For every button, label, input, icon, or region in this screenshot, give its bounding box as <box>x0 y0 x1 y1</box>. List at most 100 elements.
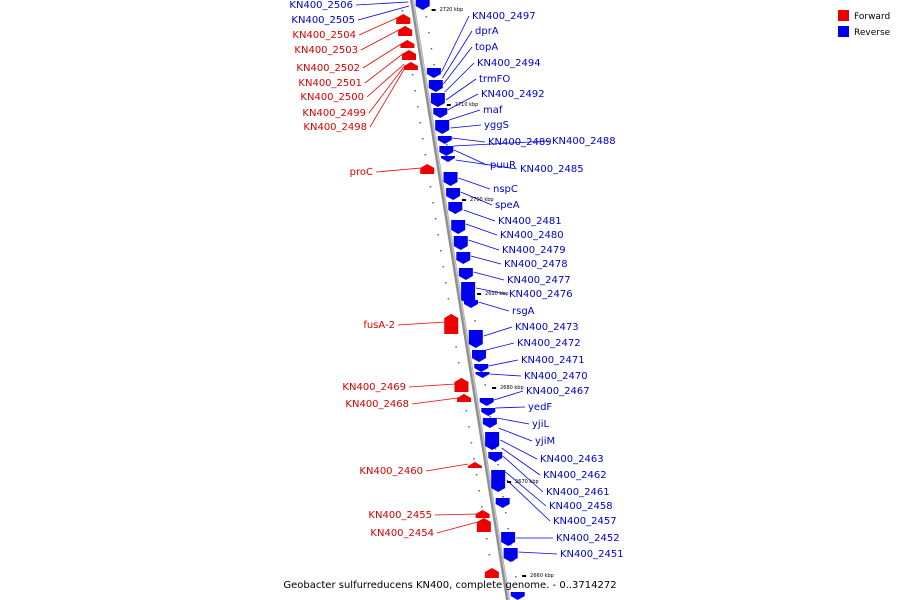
minor-tick <box>497 464 499 466</box>
gene-label: KN400_2480 <box>500 230 564 241</box>
forward-gene-block <box>400 40 415 48</box>
gene-label: yggS <box>484 120 509 131</box>
backbone-highlight <box>412 0 510 600</box>
gene-label: yjiM <box>535 436 555 447</box>
reverse-gene-block <box>440 156 455 162</box>
label-leader-line <box>369 67 406 128</box>
label-leader-line <box>470 255 502 265</box>
gene-label: rsgA <box>512 306 535 317</box>
gene-label: KN400_2461 <box>546 487 610 498</box>
label-leader-line <box>355 1 409 6</box>
minor-tick <box>484 384 486 386</box>
gene-label: KN400_2505 <box>291 15 355 26</box>
gene-label: KN400_2469 <box>342 382 406 393</box>
reverse-gene-block <box>456 252 471 264</box>
gene-label: yedF <box>528 402 552 413</box>
legend-reverse-label: Reverse <box>854 28 891 38</box>
reverse-gene-block <box>510 592 525 600</box>
label-leader-line <box>506 479 551 522</box>
scale-tick-mark <box>477 293 482 295</box>
gene-label: fusA-2 <box>363 320 395 331</box>
label-leader-line <box>488 359 519 367</box>
legend-forward-swatch <box>838 10 849 21</box>
minor-tick <box>457 362 460 364</box>
minor-tick <box>432 202 434 204</box>
gene-label: KN400_2460 <box>359 466 423 477</box>
label-leader-line <box>450 124 482 129</box>
minor-tick <box>473 458 475 460</box>
label-leader-line <box>408 383 456 388</box>
forward-gene-block <box>475 510 490 518</box>
gene-label: KN400_2473 <box>515 322 579 333</box>
reverse-gene-block <box>481 408 496 416</box>
label-leader-line <box>476 287 507 295</box>
reverse-gene-block <box>461 282 476 304</box>
forward-gene-block <box>467 462 482 468</box>
reverse-gene-block <box>433 108 448 118</box>
gene-label: KN400_2452 <box>556 533 620 544</box>
label-leader-line <box>496 417 530 425</box>
scale-tick-label: 2680 kbp <box>500 385 524 391</box>
minor-tick <box>429 186 432 188</box>
scale-tick-label: 2670 kbp <box>515 479 539 485</box>
minor-tick <box>447 298 450 300</box>
gene-label: topA <box>475 42 498 53</box>
label-leader-line <box>500 439 538 460</box>
minor-tick <box>419 122 422 124</box>
minor-tick <box>411 74 414 76</box>
label-leader-line <box>455 159 518 170</box>
label-leader-line <box>360 29 399 51</box>
minor-tick <box>504 512 507 514</box>
label-leader-line <box>501 447 541 476</box>
label-leader-line <box>397 321 446 326</box>
minor-tick <box>480 506 483 508</box>
label-leader-line <box>473 271 505 281</box>
minor-tick <box>401 10 404 12</box>
label-leader-line <box>453 149 488 166</box>
forward-gene-block <box>454 378 469 392</box>
label-leader-line <box>441 15 470 73</box>
gene-label: KN400_2497 <box>472 11 536 22</box>
label-leader-line <box>449 109 481 121</box>
gene-label: KN400_2451 <box>560 549 624 560</box>
gene-label: KN400_2501 <box>298 78 362 89</box>
gene-label: KN400_2477 <box>507 275 571 286</box>
gene-label: KN400_2485 <box>520 164 584 175</box>
forward-gene-block <box>398 26 413 36</box>
reverse-gene-block <box>472 350 486 362</box>
forward-gene-block <box>457 394 472 402</box>
minor-tick <box>489 416 492 418</box>
scale-tick-mark <box>492 387 497 389</box>
label-leader-line <box>362 43 402 69</box>
scale-ticks: 2720 kbp 2710 kbp 2700 kbp 2690 kbp 2680 kbp… <box>431 7 554 579</box>
reverse-gene-block <box>501 532 516 546</box>
gene-label: KN400_2481 <box>498 216 562 227</box>
label-leader-line <box>442 30 473 79</box>
minor-tick <box>445 282 447 284</box>
reverse-gene-block <box>458 268 473 280</box>
reverse-gene-block <box>475 372 490 378</box>
gene-labels: KN400_2504 KN400_2503 KN400_2502 KN400_2501… <box>289 0 623 560</box>
scale-tick-mark <box>462 199 466 201</box>
gene-label: KN400_2498 <box>303 122 367 133</box>
label-leader-line <box>518 551 558 555</box>
minor-tick <box>465 410 468 412</box>
minor-tick <box>488 554 491 556</box>
minor-tick <box>474 320 476 322</box>
reverse-gene-block <box>415 0 430 10</box>
gene-label: KN400_2454 <box>370 528 434 539</box>
scale-tick-label: 2710 kbp <box>455 102 479 108</box>
label-leader-line <box>478 301 510 312</box>
scale-tick-label: 2690 kbp <box>485 291 509 297</box>
label-leader-line <box>434 513 477 516</box>
reverse-gene-block <box>485 432 500 450</box>
label-leader-line <box>443 46 473 85</box>
gene-features <box>396 0 525 600</box>
gene-label: KN400_2463 <box>540 454 604 465</box>
gene-label: KN400_2506 <box>289 0 353 11</box>
minor-tick <box>414 90 416 92</box>
gene-label: KN400_2470 <box>524 371 588 382</box>
reverse-gene-block <box>491 470 506 492</box>
minor-tick <box>486 538 488 540</box>
